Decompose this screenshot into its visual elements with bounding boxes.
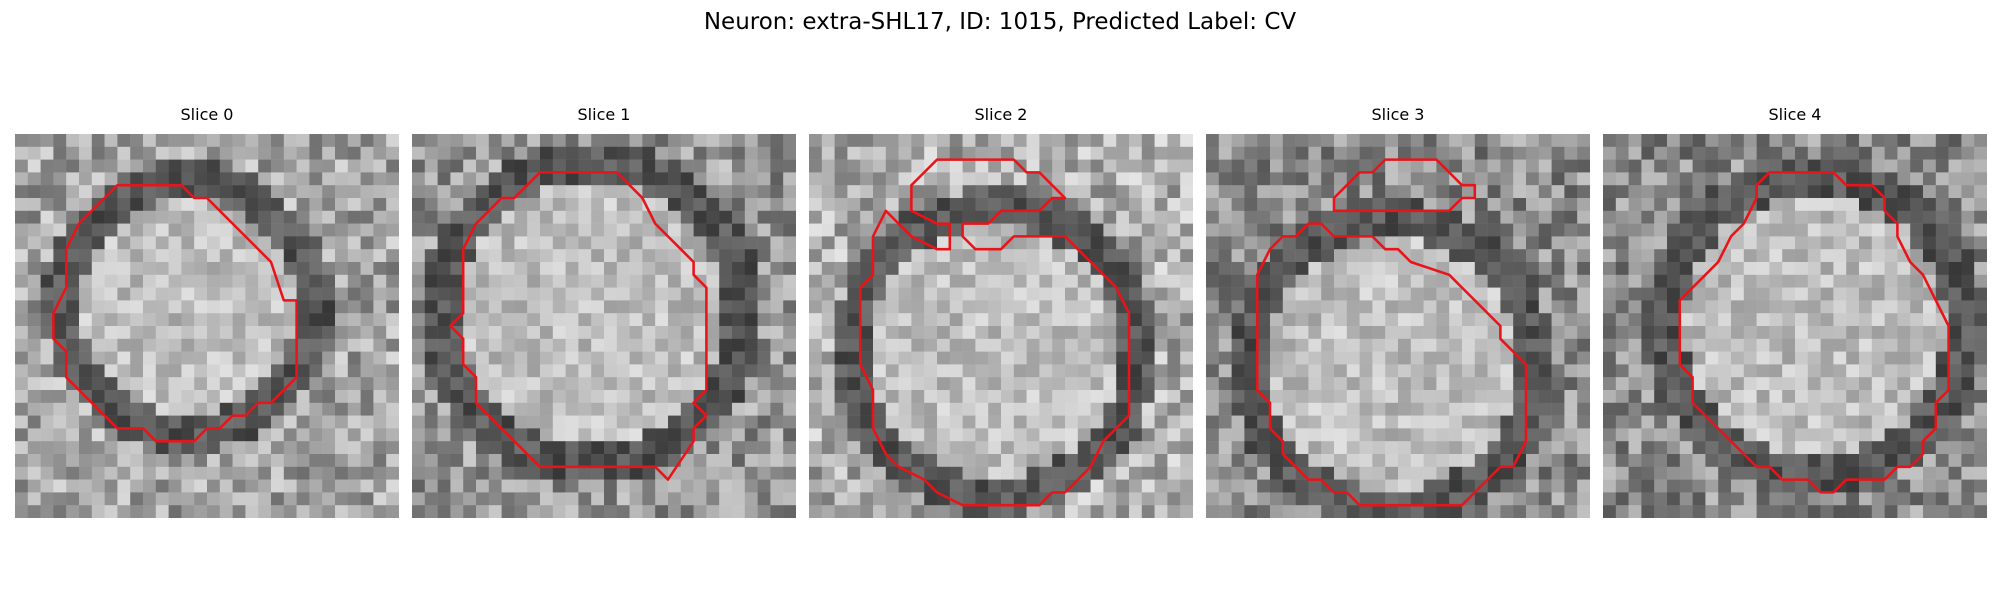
slice-image-1 xyxy=(412,134,796,518)
slice-panel-2: Slice 2 xyxy=(809,105,1193,518)
slice-image-3 xyxy=(1206,134,1590,518)
slice-image-4 xyxy=(1603,134,1987,518)
slice-panel-1: Slice 1 xyxy=(412,105,796,518)
slice-panel-0: Slice 0 xyxy=(15,105,399,518)
slice-title-0: Slice 0 xyxy=(180,105,234,124)
slice-title-4: Slice 4 xyxy=(1768,105,1822,124)
slice-panel-3: Slice 3 xyxy=(1206,105,1590,518)
grayscale-micrograph xyxy=(1206,134,1590,518)
grayscale-micrograph xyxy=(15,134,399,518)
segmentation-contour xyxy=(858,158,1131,507)
segmentation-contour xyxy=(1255,222,1528,507)
slice-title-2: Slice 2 xyxy=(974,105,1028,124)
slice-image-2 xyxy=(809,134,1193,518)
grayscale-micrograph xyxy=(1603,134,1987,518)
slice-title-3: Slice 3 xyxy=(1371,105,1425,124)
segmentation-contour xyxy=(52,183,298,443)
grayscale-micrograph xyxy=(412,134,796,518)
grayscale-micrograph xyxy=(809,134,1193,518)
figure-title: Neuron: extra-SHL17, ID: 1015, Predicted… xyxy=(703,9,1297,35)
segmentation-contour-secondary xyxy=(1332,158,1477,213)
slice-image-0 xyxy=(15,134,399,518)
segmentation-contour xyxy=(449,171,708,481)
segmentation-contour xyxy=(1678,171,1950,494)
slice-title-1: Slice 1 xyxy=(577,105,631,124)
slice-panel-4: Slice 4 xyxy=(1603,105,1987,518)
